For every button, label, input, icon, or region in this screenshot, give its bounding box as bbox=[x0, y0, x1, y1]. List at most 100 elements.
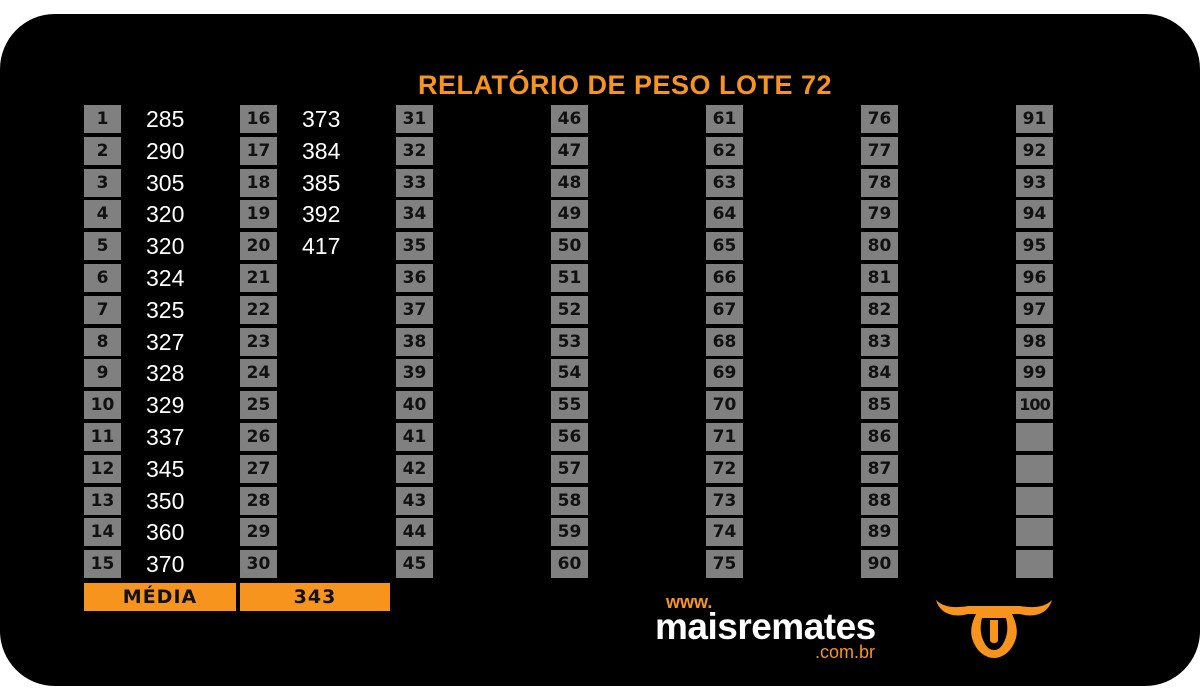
item-number: 44 bbox=[396, 518, 433, 547]
item-number: 6 bbox=[84, 263, 121, 292]
weight-value: 337 bbox=[146, 423, 185, 450]
item-number: 27 bbox=[240, 454, 277, 483]
item-number: 25 bbox=[240, 391, 277, 420]
brand-name: maisremates bbox=[655, 606, 876, 647]
item-number: 60 bbox=[551, 550, 588, 579]
item-number: 89 bbox=[861, 518, 898, 547]
weight-value: 370 bbox=[146, 551, 185, 578]
weight-value: 327 bbox=[146, 328, 185, 355]
weight-value: 290 bbox=[146, 137, 185, 164]
item-number: 33 bbox=[396, 168, 433, 197]
item-number: 88 bbox=[861, 486, 898, 515]
item-number: 5 bbox=[84, 232, 121, 261]
weight-value: 324 bbox=[146, 264, 185, 291]
item-number: 95 bbox=[1016, 232, 1053, 261]
item-number: 84 bbox=[861, 359, 898, 388]
item-number: 91 bbox=[1016, 105, 1053, 133]
item-number: 30 bbox=[240, 550, 277, 579]
item-number: 8 bbox=[84, 327, 121, 356]
item-number: 14 bbox=[84, 518, 121, 547]
item-number: 100 bbox=[1016, 391, 1053, 420]
item-number: 46 bbox=[551, 105, 588, 133]
item-number: 69 bbox=[706, 359, 743, 388]
item-number: 38 bbox=[396, 327, 433, 356]
item-number: 99 bbox=[1016, 359, 1053, 388]
item-number: 85 bbox=[861, 391, 898, 420]
item-number: 92 bbox=[1016, 136, 1053, 165]
item-number: 73 bbox=[706, 486, 743, 515]
item-number bbox=[1016, 550, 1053, 579]
average-label: MÉDIA bbox=[84, 583, 236, 611]
item-number: 76 bbox=[861, 105, 898, 133]
item-number bbox=[1016, 454, 1053, 483]
item-number: 74 bbox=[706, 518, 743, 547]
item-number: 17 bbox=[240, 136, 277, 165]
item-number: 45 bbox=[396, 550, 433, 579]
item-number bbox=[1016, 486, 1053, 515]
item-number bbox=[1016, 518, 1053, 547]
item-number: 40 bbox=[396, 391, 433, 420]
item-number: 19 bbox=[240, 200, 277, 229]
weight-value: 305 bbox=[146, 169, 185, 196]
item-number: 72 bbox=[706, 454, 743, 483]
item-number: 16 bbox=[240, 105, 277, 133]
item-number: 26 bbox=[240, 422, 277, 451]
weight-value: 384 bbox=[302, 137, 341, 164]
item-number: 80 bbox=[861, 232, 898, 261]
weight-value: 373 bbox=[302, 106, 341, 132]
item-number: 39 bbox=[396, 359, 433, 388]
item-number: 86 bbox=[861, 422, 898, 451]
item-number: 63 bbox=[706, 168, 743, 197]
item-number: 94 bbox=[1016, 200, 1053, 229]
item-number: 43 bbox=[396, 486, 433, 515]
item-number: 57 bbox=[551, 454, 588, 483]
item-number: 49 bbox=[551, 200, 588, 229]
item-number: 10 bbox=[84, 391, 121, 420]
bull-head-icon bbox=[936, 600, 1052, 658]
item-number: 70 bbox=[706, 391, 743, 420]
item-number: 62 bbox=[706, 136, 743, 165]
weight-value: 385 bbox=[302, 169, 341, 196]
item-number: 42 bbox=[396, 454, 433, 483]
item-number: 48 bbox=[551, 168, 588, 197]
item-number: 9 bbox=[84, 359, 121, 388]
item-number: 34 bbox=[396, 200, 433, 229]
item-number: 93 bbox=[1016, 168, 1053, 197]
item-number: 77 bbox=[861, 136, 898, 165]
weight-value: 320 bbox=[146, 201, 185, 228]
item-number: 66 bbox=[706, 263, 743, 292]
item-number: 55 bbox=[551, 391, 588, 420]
item-number: 97 bbox=[1016, 295, 1053, 324]
item-number: 28 bbox=[240, 486, 277, 515]
item-number: 54 bbox=[551, 359, 588, 388]
item-number: 87 bbox=[861, 454, 898, 483]
item-number: 22 bbox=[240, 295, 277, 324]
weight-value: 345 bbox=[146, 455, 185, 482]
item-number: 4 bbox=[84, 200, 121, 229]
item-number: 98 bbox=[1016, 327, 1053, 356]
item-number: 20 bbox=[240, 232, 277, 261]
item-number: 2 bbox=[84, 136, 121, 165]
item-number: 21 bbox=[240, 263, 277, 292]
item-number: 79 bbox=[861, 200, 898, 229]
report-title: RELATÓRIO DE PESO LOTE 72 bbox=[417, 70, 833, 100]
brand-domain: .com.br bbox=[815, 642, 876, 662]
item-number: 32 bbox=[396, 136, 433, 165]
item-number: 7 bbox=[84, 295, 121, 324]
weight-value: 392 bbox=[302, 201, 341, 228]
item-number: 18 bbox=[240, 168, 277, 197]
item-number: 24 bbox=[240, 359, 277, 388]
item-number: 13 bbox=[84, 486, 121, 515]
item-number: 51 bbox=[551, 263, 588, 292]
item-number: 83 bbox=[861, 327, 898, 356]
item-number: 50 bbox=[551, 232, 588, 261]
item-number: 81 bbox=[861, 263, 898, 292]
item-number: 75 bbox=[706, 550, 743, 579]
item-number: 3 bbox=[84, 168, 121, 197]
item-number: 41 bbox=[396, 422, 433, 451]
weight-value: 285 bbox=[146, 106, 185, 132]
item-number: 29 bbox=[240, 518, 277, 547]
item-number: 15 bbox=[84, 550, 121, 579]
item-number: 36 bbox=[396, 263, 433, 292]
item-number: 37 bbox=[396, 295, 433, 324]
